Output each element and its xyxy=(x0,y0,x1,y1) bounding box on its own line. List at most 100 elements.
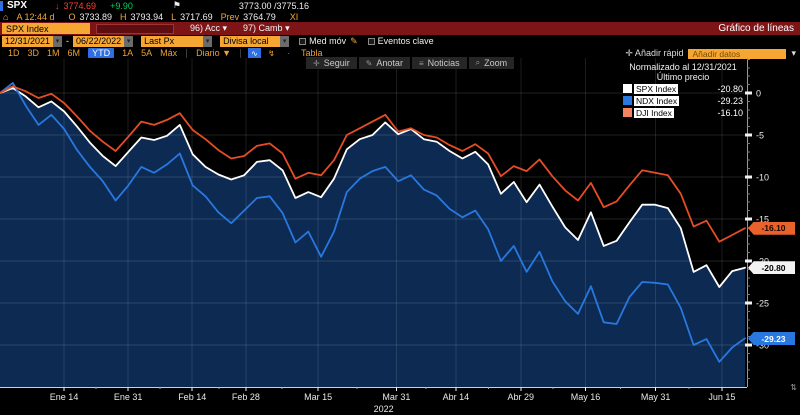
price-field-select[interactable]: Last Px xyxy=(141,35,204,47)
pencil-icon[interactable]: ✎ xyxy=(350,35,358,46)
line-style-icon[interactable]: ∿ xyxy=(248,48,262,58)
series-line-ndx xyxy=(0,82,746,363)
y-tick-label: -10 xyxy=(756,173,769,183)
legend-title: Normalizado al 12/31/2021 xyxy=(629,62,737,72)
chevron-down-icon[interactable]: ▾ xyxy=(280,35,290,47)
flag-icon: ⚑ xyxy=(172,0,181,10)
chevron-down-icon[interactable]: ▾ xyxy=(203,35,213,47)
year-label: 2022 xyxy=(374,404,394,414)
x-tick-label: Mar 15 xyxy=(304,392,332,402)
anotar-icon: ✎ xyxy=(365,58,373,68)
command-bar: SPX Index 96) Acc ▾ 97) Camb ▾ Gráfico d… xyxy=(0,22,800,35)
series-line-spx xyxy=(0,87,746,288)
x-tick-label: Abr 14 xyxy=(443,392,470,402)
edit-menu[interactable]: 97) Camb ▾ xyxy=(243,23,290,33)
x-tick-label: Ene 31 xyxy=(114,392,143,402)
ticker-bar: SPX ↓ 3774.69 +9.90 ⚑ 3773.00 /3775.16 xyxy=(0,0,800,11)
x-tick-label: May 31 xyxy=(641,392,671,402)
legend-series-name: NDX Index xyxy=(634,95,680,106)
y-major-tick xyxy=(745,301,752,305)
y-tick-label: -25 xyxy=(756,299,769,309)
legend-series-name: SPX Index xyxy=(634,83,679,94)
seguir-button[interactable]: ✛ Seguir xyxy=(306,57,357,69)
high-label: H xyxy=(120,11,127,22)
open-value: 3733.89 xyxy=(79,11,113,22)
chart-legend: Normalizado al 12/31/2021 Último precio … xyxy=(623,62,743,118)
chevron-down-icon[interactable]: ▾ xyxy=(791,48,796,58)
x-tick-label: Abr 29 xyxy=(507,392,534,402)
range-5a[interactable]: 5A xyxy=(141,48,153,58)
zoom-icon: ⌕ xyxy=(475,58,481,67)
series-line-dji xyxy=(0,85,746,243)
date-from-input[interactable]: 12/31/2021 xyxy=(2,35,54,47)
y-major-tick xyxy=(745,133,752,137)
legend-series-value: -20.80 xyxy=(717,83,743,94)
bid-ask: 3773.00 /3775.16 xyxy=(238,0,309,11)
lightning-icon[interactable]: ↯ xyxy=(268,48,275,58)
related-security-input[interactable] xyxy=(96,23,174,34)
low-value: 3717.69 xyxy=(180,11,213,22)
home-icon: ⌂ xyxy=(3,11,9,22)
high-value: 3793.94 xyxy=(130,11,164,22)
currency-select[interactable]: Divisa local xyxy=(220,35,281,47)
y-tick-label: -5 xyxy=(756,131,764,141)
mov-avg-checkbox[interactable] xyxy=(299,37,307,45)
settings-bar: 12/31/2021 ▾ - 06/22/2022 ▾ Last Px ▾ Di… xyxy=(0,35,800,47)
legend-item-ndx[interactable]: NDX Index -29.23 xyxy=(623,95,743,106)
y-major-tick xyxy=(745,343,752,347)
divider xyxy=(240,48,242,58)
legend-item-dji[interactable]: DJI Index -16.10 xyxy=(623,107,743,118)
range-3d[interactable]: 3D xyxy=(27,48,40,58)
security-chip[interactable]: SPX Index xyxy=(2,23,90,34)
chart-toolbar: ✛ Seguir ✎ Anotar ≡ Noticias ⌕ Zoom xyxy=(306,57,516,69)
market-suffix: XI xyxy=(289,11,299,22)
down-arrow-icon: ↓ xyxy=(55,0,60,11)
actions-menu[interactable]: 96) Acc ▾ xyxy=(190,23,228,33)
range-6m[interactable]: 6M xyxy=(67,48,81,58)
anotar-button[interactable]: ✎ Anotar xyxy=(358,57,410,69)
ticker-symbol: SPX xyxy=(7,0,28,11)
mov-avg-label: Med móv xyxy=(309,36,347,46)
range-ytd[interactable]: YTD xyxy=(88,48,115,58)
range-máx[interactable]: Máx xyxy=(160,48,178,58)
key-events-label: Eventos clave xyxy=(377,36,434,46)
price-change: +9.90 xyxy=(110,0,133,11)
ohlc-bar: ⌂ A 12:44 d O 3733.89 H 3793.94 L 3717.6… xyxy=(0,11,800,22)
y-major-tick xyxy=(745,259,752,263)
range-1a[interactable]: 1A xyxy=(122,48,134,58)
x-tick-label: May 16 xyxy=(571,392,601,402)
period-bar: 1D 3D 1M 6M YTD 1A 5A Máx Diario ▼ ∿ ↯ · Tabla xyxy=(0,47,800,59)
open-label: O xyxy=(68,11,76,22)
frequency-select[interactable]: Diario ▼ xyxy=(196,48,232,58)
panel-indicator xyxy=(0,0,3,11)
prev-label: Prev xyxy=(220,11,240,22)
range-1d[interactable]: 1D xyxy=(8,48,20,58)
quick-add-group: ✛ Añadir rápid Añadir datos ▾ xyxy=(625,48,796,59)
screen-title: Gráfico de líneas xyxy=(718,23,794,34)
legend-item-spx[interactable]: SPX Index -20.80 xyxy=(623,83,743,94)
key-events-checkbox[interactable] xyxy=(367,37,375,45)
table-button[interactable]: Tabla xyxy=(301,48,323,58)
y-major-tick xyxy=(745,175,752,179)
legend-swatch xyxy=(623,84,632,93)
x-tick-label: Feb 14 xyxy=(178,392,206,402)
chevron-down-icon[interactable]: ▾ xyxy=(124,35,134,47)
legend-swatch xyxy=(623,96,632,105)
noticias-button[interactable]: ≡ Noticias xyxy=(411,57,467,69)
x-tick-label: Mar 31 xyxy=(382,392,410,402)
last-price-badge-ndx: -29.23 xyxy=(748,332,795,346)
x-tick-label: Ene 14 xyxy=(50,392,79,402)
scroll-icon[interactable]: ⇅ xyxy=(790,383,797,392)
legend-series-name: DJI Index xyxy=(634,107,674,118)
divider xyxy=(186,48,188,58)
quick-add-label: ✛ Añadir rápid xyxy=(625,48,684,58)
date-to-input[interactable]: 06/22/2022 xyxy=(73,35,125,47)
legend-subtitle: Último precio xyxy=(656,72,710,82)
zoom-button[interactable]: ⌕ Zoom xyxy=(468,57,515,69)
quick-add-input[interactable]: Añadir datos xyxy=(688,48,787,59)
chevron-down-icon[interactable]: ▾ xyxy=(53,35,63,47)
range-1m[interactable]: 1M xyxy=(47,48,60,58)
